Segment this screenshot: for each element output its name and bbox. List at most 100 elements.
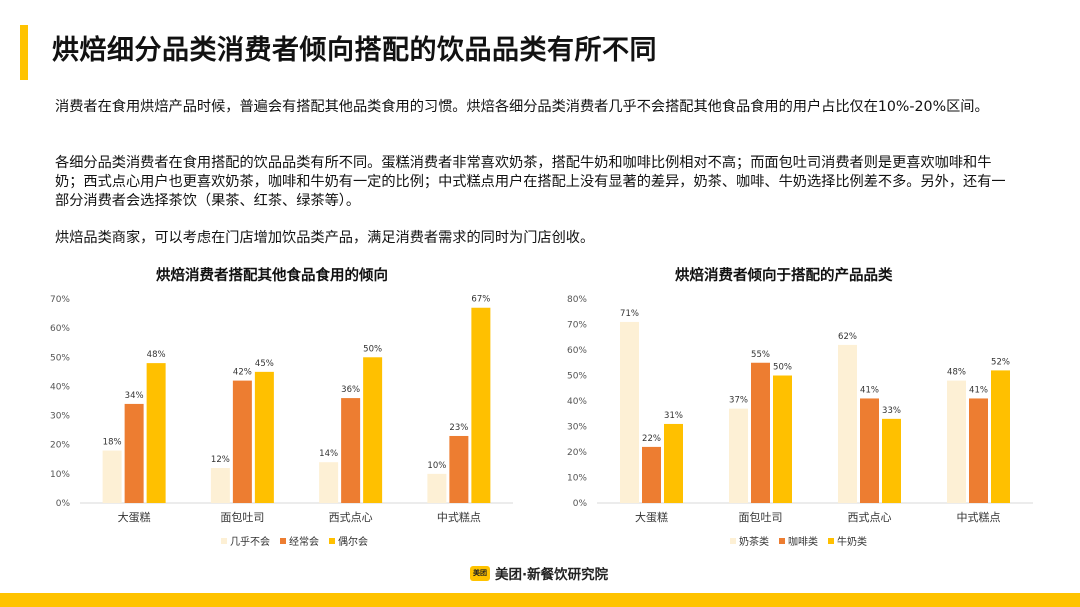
- bar: [664, 423, 683, 503]
- legend-item: 奶茶类: [730, 533, 769, 548]
- bar-value-label: 37%: [729, 396, 748, 406]
- bar: [471, 307, 491, 503]
- paragraph-analysis: 各细分品类消费者在食用搭配的饮品品类有所不同。蛋糕消费者非常喜欢奶茶，搭配牛奶和…: [55, 155, 1006, 209]
- bar: [146, 363, 166, 503]
- chart-plot-area: 0% 10% 20% 30% 40% 50% 60% 70% 18% 34% 48% 大蛋糕 12% 42…: [50, 295, 513, 524]
- chart-legend: 几乎不会 经常会 偶尔会: [221, 533, 368, 548]
- x-category-label: 西式点心: [848, 511, 892, 524]
- bar: [102, 450, 122, 503]
- y-tick-label: 20%: [567, 448, 587, 458]
- footer-brand-text: 美团·新餐饮研究院: [495, 567, 609, 583]
- bar: [729, 408, 748, 503]
- bar-value-label: 41%: [860, 385, 879, 395]
- chart-food-pairing: 烘焙消费者搭配其他食品食用的倾向 0% 10% 20% 30% 40% 50% 60% 70%…: [45, 258, 525, 558]
- meituan-logo-icon: 美团: [470, 565, 490, 581]
- bar: [210, 468, 230, 503]
- chart-legend: 奶茶类 咖啡类 牛奶类: [730, 533, 867, 548]
- legend-swatch: [730, 537, 736, 544]
- bar: [449, 435, 469, 503]
- chart-drink-pairing: 烘焙消费者倾向于搭配的产品品类 0% 10% 20% 30% 40% 50% 60% 70% 8…: [555, 258, 1045, 558]
- chart-plot-area: 0% 10% 20% 30% 40% 50% 60% 70% 80% 71% 22% 31% 大蛋糕 37…: [567, 295, 1033, 524]
- y-tick-label: 0%: [573, 499, 588, 509]
- bar: [860, 398, 879, 503]
- legend-swatch: [329, 537, 335, 544]
- bar-value-label: 23%: [449, 423, 468, 433]
- x-category-label: 面包吐司: [739, 511, 783, 524]
- y-tick-label: 50%: [567, 372, 587, 382]
- legend-label: 偶尔会: [338, 537, 368, 548]
- bar: [969, 398, 988, 503]
- page-title: 烘焙细分品类消费者倾向搭配的饮品品类有所不同: [52, 35, 657, 66]
- x-category-label: 中式糕点: [957, 510, 1001, 524]
- bar: [319, 462, 339, 503]
- title-accent-bar: [20, 25, 28, 80]
- y-tick-label: 10%: [50, 470, 70, 480]
- bar-value-label: 33%: [882, 406, 901, 416]
- bar-value-label: 10%: [427, 461, 446, 471]
- bar: [751, 362, 770, 503]
- legend-swatch: [280, 537, 286, 544]
- y-tick-label: 30%: [50, 412, 70, 422]
- bar-value-label: 71%: [620, 309, 639, 319]
- bar: [773, 375, 792, 503]
- bar: [620, 321, 639, 503]
- bar: [427, 473, 447, 503]
- bar-value-label: 31%: [664, 411, 683, 421]
- bar-value-label: 34%: [125, 391, 144, 401]
- bar-value-label: 48%: [947, 368, 966, 378]
- bar: [254, 371, 274, 503]
- x-category-label: 面包吐司: [220, 511, 264, 524]
- y-tick-label: 20%: [50, 441, 70, 451]
- y-tick-label: 0%: [56, 499, 71, 509]
- legend-swatch: [221, 537, 227, 544]
- legend-label: 咖啡类: [788, 537, 818, 548]
- y-tick-label: 30%: [567, 423, 587, 433]
- bar-value-label: 45%: [255, 359, 274, 369]
- bar-value-label: 50%: [773, 363, 792, 373]
- x-category-label: 中式糕点: [437, 510, 481, 524]
- bar-value-label: 48%: [147, 350, 166, 360]
- bar-value-label: 55%: [751, 350, 770, 360]
- bar-value-label: 41%: [969, 385, 988, 395]
- bar-value-label: 62%: [838, 332, 857, 342]
- x-category-label: 大蛋糕: [118, 510, 151, 524]
- chart-title: 烘焙消费者倾向于搭配的产品品类: [675, 268, 893, 284]
- bar-value-label: 50%: [363, 344, 382, 354]
- y-tick-label: 40%: [50, 382, 70, 392]
- bar-value-label: 67%: [471, 295, 490, 305]
- paragraph-intro: 消费者在食用烘焙产品时候，普遍会有搭配其他品类食用的习惯。烘焙各细分品类消费者几…: [55, 99, 989, 115]
- y-tick-label: 50%: [50, 353, 70, 363]
- y-tick-label: 70%: [50, 295, 70, 305]
- x-category-label: 西式点心: [329, 511, 373, 524]
- legend-swatch: [828, 537, 834, 544]
- bar: [882, 418, 901, 503]
- legend-label: 奶茶类: [739, 537, 769, 548]
- bar-value-label: 18%: [103, 438, 122, 448]
- bar-value-label: 22%: [642, 434, 661, 444]
- legend-label: 几乎不会: [230, 537, 270, 548]
- y-tick-label: 70%: [567, 321, 587, 331]
- y-tick-label: 80%: [567, 295, 587, 305]
- chart-title: 烘焙消费者搭配其他食品食用的倾向: [156, 268, 388, 284]
- bar: [947, 380, 966, 503]
- y-tick-label: 60%: [567, 346, 587, 356]
- paragraph-suggestion: 烘焙品类商家，可以考虑在门店增加饮品类产品，满足消费者需求的同时为门店创收。: [55, 230, 595, 246]
- legend-item: 咖啡类: [779, 533, 818, 548]
- bar-value-label: 14%: [319, 449, 338, 459]
- legend-item: 牛奶类: [828, 533, 867, 548]
- bar: [124, 403, 144, 503]
- bar: [363, 357, 383, 503]
- bar: [991, 370, 1010, 503]
- bar: [341, 398, 361, 503]
- legend-item: 几乎不会: [221, 533, 270, 548]
- bar-value-label: 42%: [233, 368, 252, 378]
- footer-logo: 美团 美团·新餐饮研究院: [470, 563, 608, 583]
- legend-item: 偶尔会: [329, 533, 368, 548]
- bar-value-label: 52%: [991, 357, 1010, 367]
- x-category-label: 大蛋糕: [635, 510, 668, 524]
- bar: [642, 446, 661, 503]
- y-tick-label: 60%: [50, 324, 70, 334]
- legend-swatch: [779, 537, 785, 544]
- bar-value-label: 36%: [341, 385, 360, 395]
- bottom-accent-bar: [0, 593, 1080, 607]
